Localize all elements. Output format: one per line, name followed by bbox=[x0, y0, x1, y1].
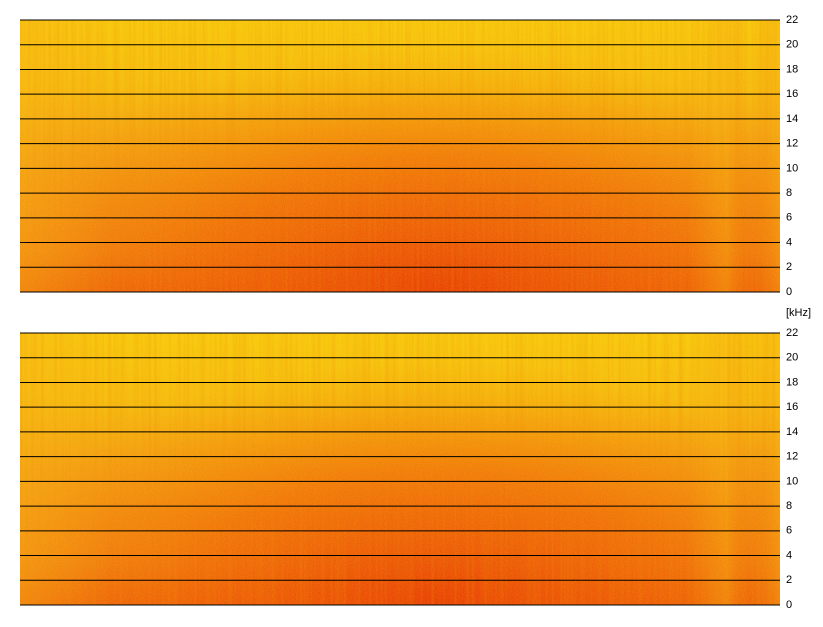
y-tick-label: 20 bbox=[786, 39, 798, 51]
y-tick-label: 18 bbox=[786, 63, 798, 75]
spectrogram-grain bbox=[20, 333, 780, 605]
y-tick-label: 22 bbox=[786, 327, 798, 339]
y-tick-label: 0 bbox=[786, 286, 792, 298]
y-tick-label: 20 bbox=[786, 352, 798, 364]
y-tick-label: 6 bbox=[786, 525, 792, 537]
y-tick-label: 12 bbox=[786, 451, 798, 463]
y-tick-label: 8 bbox=[786, 187, 792, 199]
spectrogram-grain bbox=[20, 20, 780, 292]
y-tick-label: 2 bbox=[786, 574, 792, 586]
y-tick-label: 4 bbox=[786, 236, 792, 248]
y-tick-label: 14 bbox=[786, 426, 798, 438]
y-tick-label: 6 bbox=[786, 212, 792, 224]
y-tick-label: 2 bbox=[786, 261, 792, 273]
y-tick-label: 14 bbox=[786, 113, 798, 125]
y-tick-label: 22 bbox=[786, 14, 798, 26]
y-tick-label: 0 bbox=[786, 599, 792, 611]
y-tick-label: 16 bbox=[786, 88, 798, 100]
y-tick-label: 10 bbox=[786, 162, 798, 174]
y-tick-label: 16 bbox=[786, 401, 798, 413]
y-tick-label: 10 bbox=[786, 475, 798, 487]
y-tick-label: 18 bbox=[786, 376, 798, 388]
y-tick-label: 8 bbox=[786, 500, 792, 512]
y-axis-label: [kHz] bbox=[786, 307, 811, 319]
y-tick-label: 4 bbox=[786, 549, 792, 561]
y-tick-label: 12 bbox=[786, 138, 798, 150]
